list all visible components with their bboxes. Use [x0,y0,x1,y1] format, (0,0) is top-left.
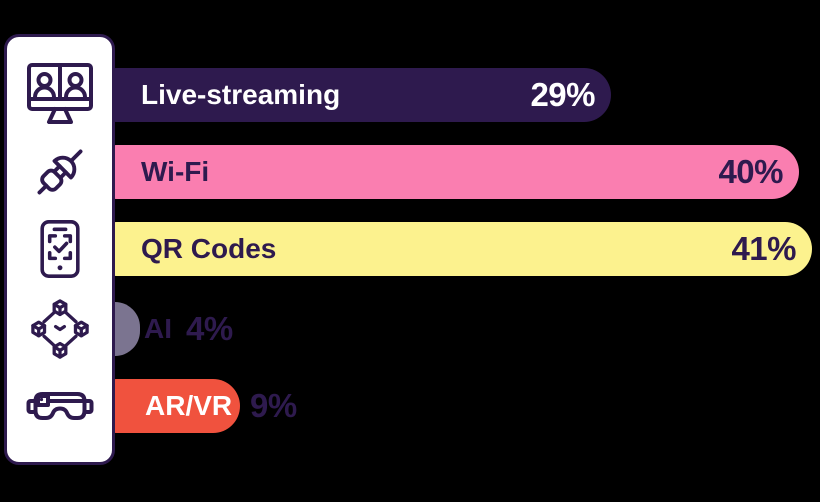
bar-label: Live-streaming [141,79,341,110]
bar-label: AI [144,313,172,344]
bar-label: AR/VR [145,390,233,421]
ar-vr-bar: AR/VR [90,379,240,433]
bar-value: 29% [530,76,595,113]
bar-row-wifi: Wi-Fi 40% [90,145,799,199]
qr-scan-phone-icon [26,215,94,283]
plug-connection-icon [26,138,94,206]
bar-row-qr-codes: QR Codes 41% [90,222,812,276]
icon-panel [4,34,115,465]
ai-network-cubes-icon [26,295,94,363]
video-call-monitor-icon [26,61,94,129]
bar-value: 9% [250,387,297,424]
wifi-bar: Wi-Fi 40% [90,145,799,199]
bar-row-ar-vr: AR/VR 9% [90,379,297,433]
bar-label: QR Codes [141,233,277,264]
bar-value: 40% [718,153,783,190]
bar-row-live-streaming: Live-streaming 29% [90,68,611,122]
ar-vr-goggles-icon [26,372,94,440]
live-streaming-bar: Live-streaming 29% [90,68,611,122]
bar-value: 4% [186,310,233,347]
bar-value: 41% [731,230,796,267]
qr-codes-bar: QR Codes 41% [90,222,812,276]
bar-label: Wi-Fi [141,156,210,187]
